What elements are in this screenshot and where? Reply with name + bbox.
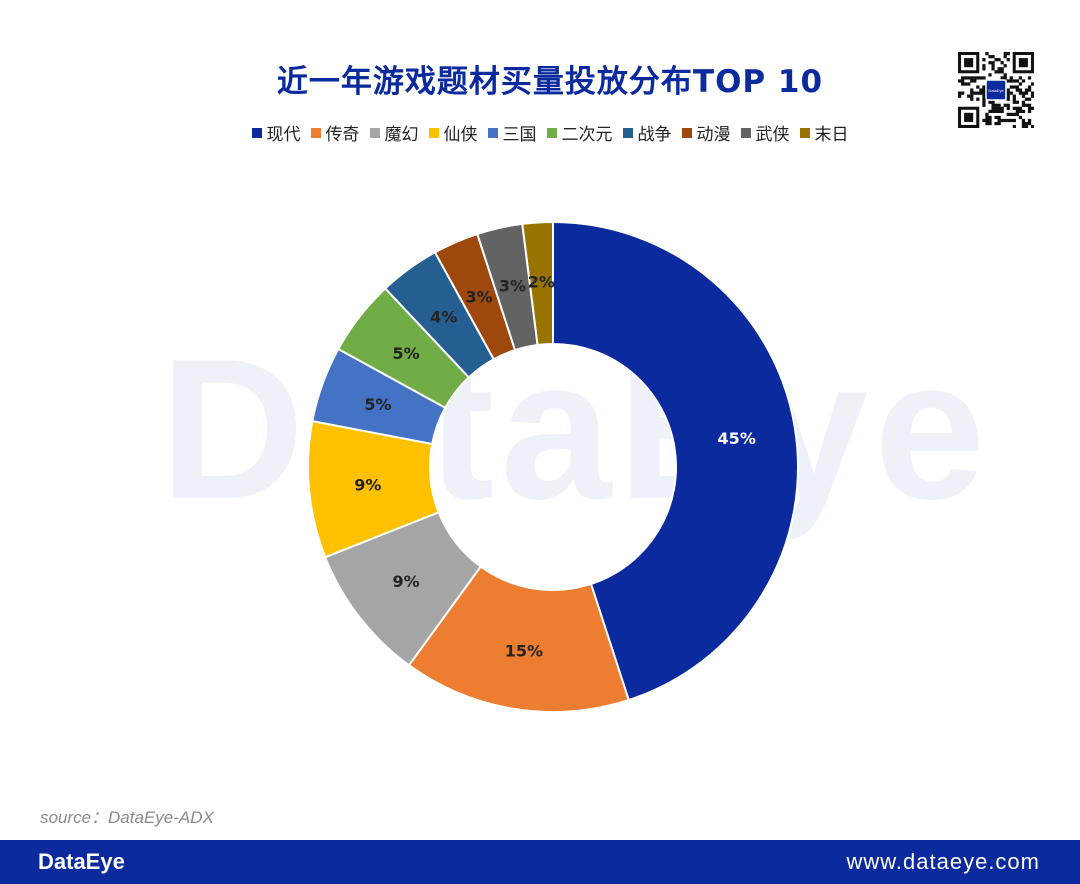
- slice-data-label: 2%: [528, 272, 555, 291]
- qr-logo-text: DataEye: [988, 88, 1004, 93]
- legend-swatch: [622, 127, 633, 138]
- slice-data-label: 15%: [505, 642, 543, 661]
- legend-label: 末日: [814, 125, 849, 145]
- legend-swatch: [740, 127, 751, 138]
- donut-slice-现代: [552, 220, 799, 702]
- legend-item: 武侠: [740, 120, 790, 145]
- footer-brand: DataEye: [38, 849, 125, 874]
- slice-data-label: 3%: [499, 276, 526, 295]
- legend-item: 战争: [622, 120, 672, 145]
- legend-label: 武侠: [755, 125, 790, 145]
- chart-title: 近一年游戏题材买量投放分布TOP 10: [276, 64, 824, 100]
- donut-slice-末日: [521, 220, 554, 347]
- legend-item: 三国: [487, 120, 537, 145]
- legend-item: 二次元: [546, 120, 613, 145]
- footer-url: www.dataeye.com: [846, 849, 1040, 874]
- legend-item: 魔幻: [369, 120, 419, 145]
- legend-swatch: [369, 127, 380, 138]
- legend-swatch: [681, 127, 692, 138]
- slice-data-label: 5%: [364, 395, 391, 414]
- legend-label: 三国: [502, 125, 537, 145]
- legend-swatch: [546, 127, 557, 138]
- slice-data-label: 4%: [430, 308, 457, 327]
- legend-label: 仙侠: [443, 125, 478, 145]
- slice-data-label: 45%: [718, 429, 756, 448]
- legend-swatch: [428, 127, 439, 138]
- legend-item: 动漫: [681, 120, 731, 145]
- slice-data-label: 5%: [392, 344, 419, 363]
- footer-bar: DataEye www.dataeye.com: [0, 840, 1080, 884]
- legend-label: 二次元: [561, 125, 613, 145]
- legend-swatch: [799, 127, 810, 138]
- legend-label: 战争: [637, 125, 672, 145]
- qr-code: DataEye: [957, 51, 1035, 129]
- chart-legend: 现代 传奇 魔幻 仙侠 三国 二次元 战争 动漫 武侠 末日: [0, 120, 1080, 145]
- legend-label: 传奇: [325, 125, 360, 145]
- slice-data-label: 9%: [354, 476, 381, 495]
- legend-item: 传奇: [310, 120, 360, 145]
- legend-swatch: [487, 127, 498, 138]
- legend-item: 现代: [251, 120, 301, 145]
- slice-data-label: 3%: [466, 287, 493, 306]
- legend-item: 末日: [799, 120, 849, 145]
- legend-label: 现代: [266, 125, 301, 145]
- donut-slice-传奇: [407, 565, 630, 713]
- legend-swatch: [310, 127, 321, 138]
- source-note: source：DataEye-ADX: [40, 808, 214, 827]
- legend-label: 魔幻: [384, 125, 419, 145]
- watermark-text: DataEye: [160, 318, 992, 541]
- legend-item: 仙侠: [428, 120, 478, 145]
- legend-swatch: [251, 127, 262, 138]
- legend-label: 动漫: [696, 125, 731, 145]
- slice-data-label: 9%: [392, 572, 419, 591]
